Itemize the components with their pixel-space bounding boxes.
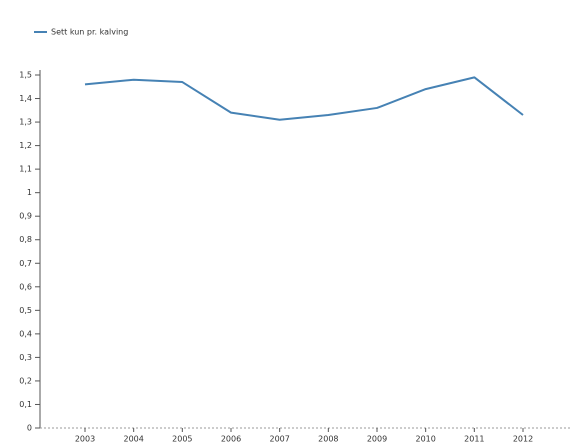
legend-label: Sett kun pr. kalving <box>51 28 128 37</box>
y-tick-label: 0,3 <box>19 353 32 362</box>
y-tick-label: 1,4 <box>19 94 32 103</box>
x-tick-label: 2003 <box>75 435 95 443</box>
y-tick-label: 0,5 <box>19 306 32 315</box>
y-tick-label: 0,6 <box>19 282 32 291</box>
y-tick-label: 0,8 <box>19 235 32 244</box>
x-tick-label: 2004 <box>123 435 143 443</box>
x-tick-label: 2008 <box>318 435 338 443</box>
x-tick-label: 2005 <box>172 435 192 443</box>
y-tick-label: 1,3 <box>19 118 32 127</box>
x-tick-label: 2011 <box>464 435 484 443</box>
y-tick-label: 0,1 <box>19 400 32 409</box>
series-line <box>84 76 524 121</box>
y-tick-label: 1,5 <box>19 71 32 80</box>
y-tick-label: 1,1 <box>19 165 32 174</box>
y-tick-label: 0,9 <box>19 212 32 221</box>
y-tick-label: 0,2 <box>19 376 32 385</box>
y-tick-label: 0 <box>27 424 32 433</box>
y-tick-label: 0,7 <box>19 259 32 268</box>
x-tick-label: 2012 <box>513 435 533 443</box>
x-tick-label: 2007 <box>269 435 289 443</box>
x-tick-label: 2010 <box>415 435 435 443</box>
x-tick-label: 2009 <box>367 435 387 443</box>
y-tick-label: 1,2 <box>19 141 32 150</box>
y-tick-label: 1 <box>27 188 32 197</box>
y-tick-label: 0,4 <box>19 329 32 338</box>
x-tick-label: 2006 <box>221 435 241 443</box>
